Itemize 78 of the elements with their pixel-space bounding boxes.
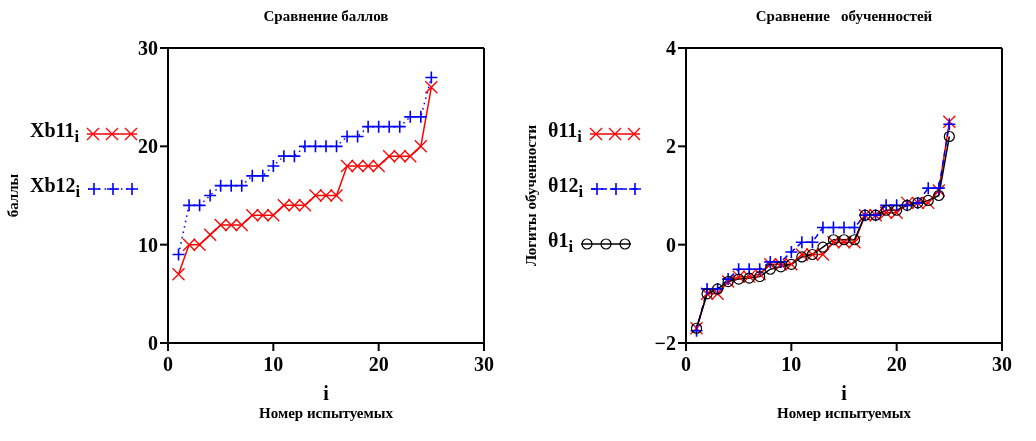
y-tick-label: 0 bbox=[666, 233, 676, 256]
point bbox=[816, 220, 830, 235]
legend-label: θ11$_{i}$ bbox=[548, 119, 582, 147]
point bbox=[171, 247, 186, 262]
point bbox=[192, 198, 207, 213]
y-axis-title: Логиты обученности bbox=[523, 124, 541, 267]
point bbox=[921, 181, 936, 195]
point bbox=[764, 263, 776, 275]
point bbox=[308, 139, 323, 154]
y-tick-label: 4 bbox=[666, 37, 676, 60]
point bbox=[256, 169, 270, 183]
point bbox=[361, 119, 375, 134]
point bbox=[795, 235, 809, 250]
point bbox=[424, 80, 438, 94]
y-tick-label: 20 bbox=[138, 135, 158, 158]
y-tick-label: 10 bbox=[138, 233, 158, 256]
point bbox=[943, 130, 955, 143]
legend-label: Xb12$_{i}$ bbox=[30, 174, 81, 202]
point bbox=[182, 198, 196, 213]
x-tick-label: 20 bbox=[886, 353, 907, 376]
y-tick-label: 0 bbox=[148, 332, 158, 355]
point bbox=[784, 245, 799, 259]
point bbox=[329, 139, 344, 154]
point bbox=[837, 220, 851, 235]
point bbox=[700, 282, 714, 296]
point bbox=[350, 129, 365, 144]
point bbox=[319, 139, 333, 154]
point bbox=[880, 204, 892, 216]
x-tick-label: 30 bbox=[992, 353, 1012, 376]
point bbox=[891, 204, 903, 216]
point bbox=[171, 267, 186, 281]
y-axis-title: баллы bbox=[5, 173, 23, 218]
x-tick-label: 10 bbox=[263, 353, 284, 376]
legend-label: θ12$_{i}$ bbox=[548, 174, 584, 202]
point bbox=[414, 110, 428, 124]
point bbox=[392, 119, 407, 134]
point bbox=[382, 119, 396, 134]
point bbox=[371, 119, 386, 134]
point bbox=[234, 178, 249, 193]
point bbox=[775, 261, 787, 273]
point bbox=[826, 220, 841, 235]
point bbox=[213, 178, 228, 193]
point bbox=[889, 198, 904, 213]
point bbox=[424, 70, 439, 85]
point bbox=[752, 262, 767, 277]
x-tick-label: 10 bbox=[781, 353, 802, 376]
x-tick-label: 0 bbox=[681, 353, 691, 376]
point bbox=[203, 228, 217, 242]
point bbox=[847, 220, 862, 235]
point bbox=[287, 149, 302, 163]
point bbox=[403, 110, 418, 124]
chart-title: Сравнение баллов bbox=[262, 8, 390, 25]
point bbox=[414, 139, 428, 153]
x-axis-title: i Номер испытуемых bbox=[776, 382, 912, 423]
point bbox=[796, 251, 808, 263]
x-tick-label: 30 bbox=[474, 353, 494, 376]
point bbox=[805, 235, 820, 250]
point bbox=[266, 159, 281, 173]
point bbox=[742, 262, 756, 277]
y-tick-label: 2 bbox=[666, 135, 676, 158]
point bbox=[298, 139, 312, 154]
point bbox=[340, 129, 354, 144]
point bbox=[933, 189, 945, 202]
y-tick-label: −2 bbox=[654, 332, 676, 355]
point bbox=[879, 198, 893, 213]
point bbox=[203, 188, 217, 203]
point bbox=[245, 169, 260, 183]
x-axis-title: i Номер испытуемых bbox=[258, 382, 394, 423]
point bbox=[224, 178, 238, 193]
legend-label: Xb11$_{i}$ bbox=[30, 119, 80, 147]
point bbox=[277, 149, 291, 163]
point bbox=[817, 241, 829, 253]
legend-label: θ1$_{i}$ bbox=[548, 229, 574, 257]
x-tick-label: 20 bbox=[368, 353, 389, 376]
point bbox=[754, 271, 766, 283]
x-tick-label: 0 bbox=[163, 353, 173, 376]
y-tick-label: 30 bbox=[138, 37, 158, 60]
chart-title: Сравнение обученностей bbox=[754, 8, 934, 25]
